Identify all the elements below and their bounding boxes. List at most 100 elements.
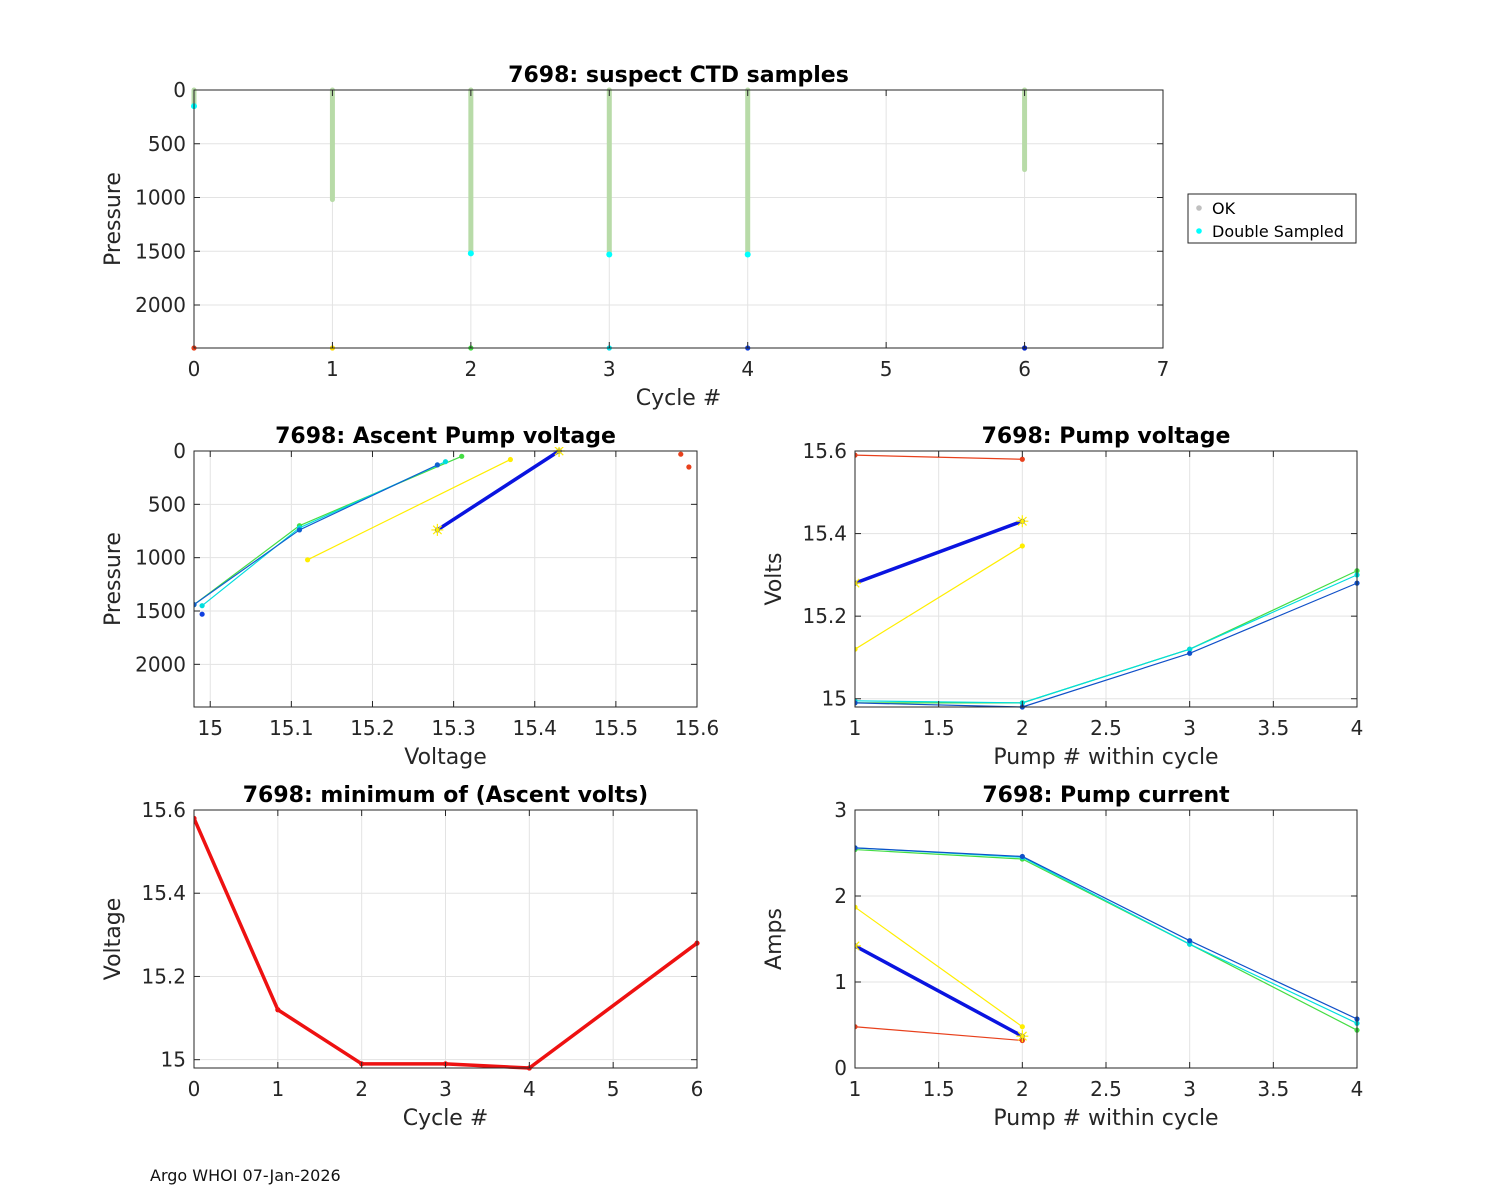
series-line bbox=[855, 1026, 1023, 1042]
double-sampled-point bbox=[606, 251, 613, 258]
legend-box bbox=[1187, 193, 1357, 244]
data-point bbox=[304, 557, 311, 563]
x-axis-label: Voltage bbox=[404, 745, 487, 770]
x-tick-label: 15.5 bbox=[594, 716, 639, 740]
x-tick-label: 3 bbox=[1183, 716, 1196, 740]
series-cycle-4 bbox=[194, 462, 440, 608]
y-tick-label: 2000 bbox=[135, 652, 186, 676]
plot-area bbox=[194, 90, 1163, 348]
x-axis-label: Pump # within cycle bbox=[993, 1106, 1218, 1131]
x-tick-label: 6 bbox=[1018, 357, 1031, 381]
y-axis-label: Volts bbox=[762, 552, 787, 605]
y-tick-label: 15.2 bbox=[141, 964, 186, 988]
data-point bbox=[855, 904, 858, 910]
series-line bbox=[855, 545, 1023, 650]
data-point bbox=[1187, 650, 1193, 656]
data-point bbox=[1019, 853, 1025, 860]
x-axis-label: Pump # within cycle bbox=[993, 745, 1218, 770]
chart-minv: 0 1 2 3 4 5 6 15 15.2 15.4 15.6 7698: minimum of (A… bbox=[101, 783, 703, 1131]
x-tick-label: 1 bbox=[326, 357, 339, 381]
y-tick-label: 1500 bbox=[135, 239, 186, 263]
x-tick-label: 2.5 bbox=[1090, 1077, 1122, 1101]
x-tick-label: 4 bbox=[1351, 1077, 1364, 1101]
x-tick-label: 6 bbox=[691, 1077, 704, 1101]
axes-frame bbox=[193, 89, 1164, 349]
star-marker bbox=[1016, 515, 1029, 528]
series-line bbox=[436, 449, 561, 532]
y-tick-label: 500 bbox=[148, 132, 186, 156]
chart-title: 7698: Pump current bbox=[982, 783, 1230, 808]
series-cycle-6 bbox=[855, 515, 1029, 590]
series-cycle-0 bbox=[678, 451, 692, 470]
series-line bbox=[307, 458, 511, 561]
data-point bbox=[442, 459, 449, 465]
data-point bbox=[194, 602, 197, 608]
x-tick-label: 3.5 bbox=[1257, 1077, 1289, 1101]
data-point bbox=[194, 815, 197, 821]
y-tick-label: 15.2 bbox=[802, 604, 847, 628]
x-tick-label: 5 bbox=[607, 1077, 620, 1101]
y-tick-label: 1 bbox=[834, 970, 847, 994]
x-axis-label: Cycle # bbox=[636, 386, 722, 411]
x-tick-label: 15.6 bbox=[675, 716, 720, 740]
y-tick-label: 15 bbox=[161, 1048, 186, 1072]
data-point bbox=[855, 1024, 858, 1030]
plot-area bbox=[194, 451, 697, 707]
x-tick-label: 4 bbox=[741, 357, 754, 381]
data-point bbox=[199, 603, 205, 609]
series-cycle-0 bbox=[855, 452, 1025, 462]
legend-marker bbox=[1196, 228, 1202, 234]
x-tick-label: 5 bbox=[880, 357, 893, 381]
x-tick-label: 2.5 bbox=[1090, 716, 1122, 740]
x-tick-label: 15.3 bbox=[431, 716, 476, 740]
y-tick-label: 2 bbox=[834, 884, 847, 908]
x-tick-label: 15.4 bbox=[512, 716, 557, 740]
chart-suspect: 0 1 2 3 4 5 6 7 0 500 1000 1500 2000 7698: suspect CT… bbox=[101, 63, 1357, 411]
x-tick-label: 2 bbox=[1016, 1077, 1029, 1101]
y-tick-label: 3 bbox=[834, 798, 847, 822]
data-point bbox=[1187, 938, 1193, 944]
y-tick-label: 15.4 bbox=[802, 522, 847, 546]
series-line bbox=[194, 817, 699, 1070]
data-point bbox=[1019, 543, 1025, 549]
data-point bbox=[855, 452, 858, 458]
x-tick-label: 4 bbox=[523, 1077, 536, 1101]
x-tick-label: 1 bbox=[849, 716, 862, 740]
chart-title: 7698: Pump voltage bbox=[982, 424, 1231, 449]
x-tick-label: 1 bbox=[271, 1077, 284, 1101]
data-point bbox=[434, 462, 440, 468]
x-tick-label: 3.5 bbox=[1257, 716, 1289, 740]
y-tick-label: 1000 bbox=[135, 546, 186, 570]
y-tick-label: 1500 bbox=[135, 599, 186, 623]
axes-frame bbox=[193, 450, 698, 708]
legend-label: OK bbox=[1212, 199, 1236, 218]
y-tick-label: 15 bbox=[822, 687, 847, 711]
x-tick-label: 2 bbox=[1016, 716, 1029, 740]
x-tick-label: 2 bbox=[464, 357, 477, 381]
x-axis-label: Cycle # bbox=[403, 1106, 489, 1131]
legend-marker bbox=[1196, 205, 1202, 211]
series-cycle-1 bbox=[855, 543, 1025, 652]
data-point bbox=[855, 646, 858, 652]
x-tick-label: 15.2 bbox=[350, 716, 395, 740]
data-point bbox=[1019, 1024, 1025, 1030]
y-tick-label: 500 bbox=[148, 492, 186, 516]
series-line bbox=[855, 454, 1023, 460]
chart-title: 7698: minimum of (Ascent volts) bbox=[243, 783, 649, 808]
data-point bbox=[1187, 646, 1193, 652]
y-axis-label: Pressure bbox=[101, 532, 126, 626]
x-tick-label: 0 bbox=[188, 357, 201, 381]
chart-title: 7698: suspect CTD samples bbox=[508, 63, 849, 88]
y-tick-label: 15.6 bbox=[141, 798, 186, 822]
data-point bbox=[855, 845, 858, 851]
plot-marks bbox=[855, 845, 1360, 1044]
x-tick-label: 7 bbox=[1157, 357, 1170, 381]
star-marker bbox=[431, 523, 444, 536]
chart-ascent: 15 15.1 15.2 15.3 15.4 15.5 15.6 0 500 1000 1500 20… bbox=[101, 424, 719, 770]
x-tick-label: 0 bbox=[188, 1077, 201, 1101]
data-point bbox=[275, 1007, 281, 1013]
x-tick-label: 15 bbox=[197, 716, 222, 740]
x-tick-label: 3 bbox=[603, 357, 616, 381]
chart-title: 7698: Ascent Pump voltage bbox=[275, 424, 616, 449]
